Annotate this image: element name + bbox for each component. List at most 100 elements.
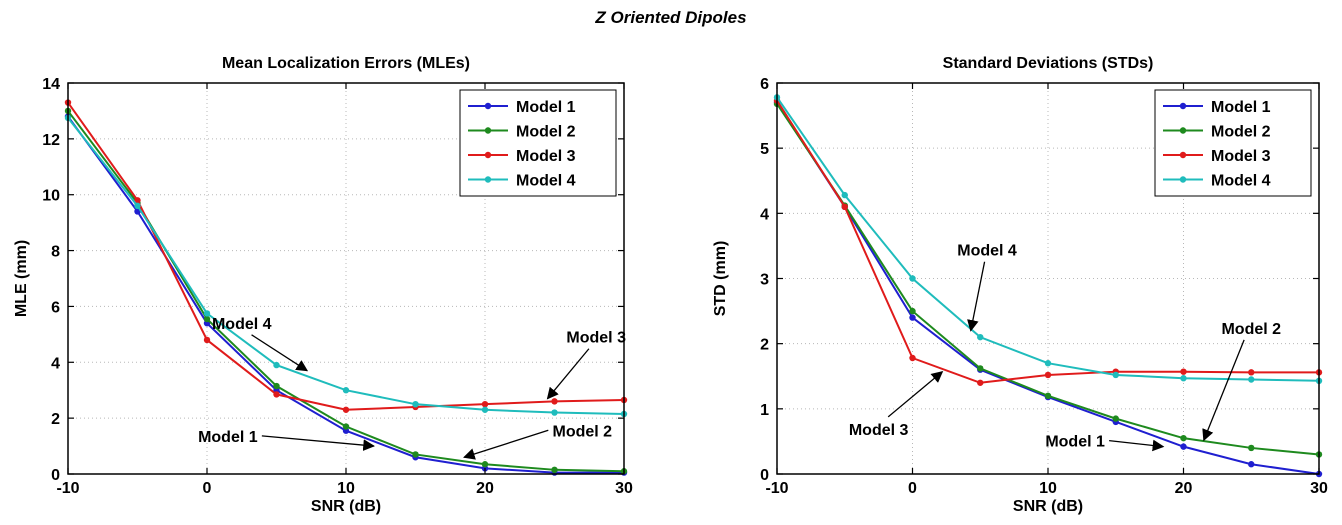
y-tick-label: 0 xyxy=(51,467,60,484)
annotation-arrow xyxy=(1109,439,1165,452)
chart-title: Standard Deviations (STDs) xyxy=(943,55,1154,72)
x-tick-label: -10 xyxy=(765,480,788,497)
data-point-series-3 xyxy=(551,398,558,405)
y-tick-label: 3 xyxy=(760,272,769,289)
annotation-arrow xyxy=(546,348,590,400)
data-point-series-3 xyxy=(203,336,211,344)
annotation-label: Model 1 xyxy=(1045,434,1105,451)
chart-title: Mean Localization Errors (MLEs) xyxy=(222,55,470,72)
data-point-series-4 xyxy=(977,333,984,341)
annotation-label: Model 2 xyxy=(1221,321,1281,338)
y-tick-label: 1 xyxy=(760,402,769,419)
data-point-series-2 xyxy=(342,423,350,430)
legend: Model 1 Model 2 Model 3 Model 4 xyxy=(459,89,617,197)
data-point-series-3 xyxy=(1044,371,1052,379)
x-tick-label: 10 xyxy=(337,480,355,497)
annotation-arrow xyxy=(463,429,549,460)
data-point-series-4 xyxy=(134,202,141,210)
x-tick-label: 0 xyxy=(908,480,917,497)
data-point-series-4 xyxy=(481,406,489,413)
data-point-series-4 xyxy=(412,400,419,408)
annotation-arrow xyxy=(967,261,986,332)
data-point-series-3 xyxy=(134,197,141,204)
x-tick-label: 30 xyxy=(1310,480,1328,497)
data-point-series-2 xyxy=(977,365,984,372)
x-axis-label: SNR (dB) xyxy=(1013,498,1083,515)
annotation-label: Model 1 xyxy=(198,429,258,446)
x-tick-label: 0 xyxy=(203,480,212,497)
legend-marker-1 xyxy=(484,102,492,110)
legend-marker-2 xyxy=(1179,127,1187,134)
y-tick-label: 5 xyxy=(760,141,769,158)
annotation-arrow xyxy=(261,435,375,451)
legend-label-3: Model 3 xyxy=(516,148,576,165)
data-point-series-3 xyxy=(1248,369,1255,376)
legend-marker-1 xyxy=(1179,102,1187,110)
legend-marker-4 xyxy=(484,176,492,183)
data-point-series-3 xyxy=(909,354,916,362)
data-point-series-4 xyxy=(273,361,280,369)
data-point-series-4 xyxy=(342,387,350,394)
legend-label-2: Model 2 xyxy=(516,124,576,141)
data-point-series-2 xyxy=(412,451,419,458)
legend-marker-3 xyxy=(1179,151,1187,159)
legend-label-2: Model 2 xyxy=(1211,124,1271,141)
data-point-series-4 xyxy=(1044,360,1052,367)
annotation-arrow xyxy=(1202,339,1245,442)
annotation-label: Model 4 xyxy=(212,316,272,333)
annotation-label: Model 3 xyxy=(849,422,909,439)
y-tick-label: 12 xyxy=(42,132,60,149)
data-point-series-2 xyxy=(1112,415,1119,422)
data-point-series-3 xyxy=(1180,368,1187,375)
data-point-series-2 xyxy=(481,461,489,468)
annotation-label: Model 4 xyxy=(957,243,1017,260)
data-point-series-2 xyxy=(551,466,558,474)
data-point-series-2 xyxy=(203,315,211,323)
x-axis-label: SNR (dB) xyxy=(311,498,381,515)
data-point-series-4 xyxy=(1180,375,1187,382)
annotation-arrow xyxy=(887,370,944,418)
data-point-series-4 xyxy=(841,191,848,199)
x-tick-label: 10 xyxy=(1039,480,1057,497)
data-point-series-2 xyxy=(1180,434,1187,442)
data-point-series-1 xyxy=(1180,443,1187,450)
data-point-series-2 xyxy=(909,307,916,315)
legend-marker-4 xyxy=(1179,176,1187,183)
data-point-series-3 xyxy=(841,203,848,211)
y-tick-label: 4 xyxy=(51,355,60,372)
data-point-series-3 xyxy=(481,400,489,408)
data-point-series-3 xyxy=(273,391,280,398)
data-point-series-3 xyxy=(977,379,984,386)
annotation-arrow xyxy=(251,334,309,372)
x-tick-label: 20 xyxy=(476,480,494,497)
legend-label-4: Model 4 xyxy=(516,173,576,190)
data-point-series-4 xyxy=(1248,376,1255,383)
y-tick-label: 8 xyxy=(51,244,60,261)
y-tick-label: 2 xyxy=(760,337,769,354)
y-tick-label: 6 xyxy=(51,299,60,316)
y-tick-label: 2 xyxy=(51,411,60,428)
data-point-series-1 xyxy=(909,314,916,321)
y-tick-label: 0 xyxy=(760,467,769,484)
figure-suptitle: Z Oriented Dipoles xyxy=(595,8,747,27)
data-point-series-1 xyxy=(1248,461,1255,468)
x-tick-label: 30 xyxy=(615,480,633,497)
legend-label-4: Model 4 xyxy=(1211,173,1271,190)
y-tick-label: 4 xyxy=(760,206,769,223)
data-point-series-2 xyxy=(1044,392,1052,399)
data-point-series-2 xyxy=(1248,444,1255,452)
data-point-series-3 xyxy=(342,406,350,413)
y-tick-label: 6 xyxy=(760,76,769,93)
legend-marker-2 xyxy=(484,127,492,134)
x-tick-label: -10 xyxy=(56,480,79,497)
y-axis-label: MLE (mm) xyxy=(13,240,30,317)
data-point-series-4 xyxy=(909,275,916,282)
data-point-series-4 xyxy=(1112,371,1119,379)
annotation-label: Model 2 xyxy=(553,423,613,440)
annotation-label: Model 3 xyxy=(566,330,626,347)
x-tick-label: 20 xyxy=(1175,480,1193,497)
y-tick-label: 10 xyxy=(42,188,60,205)
